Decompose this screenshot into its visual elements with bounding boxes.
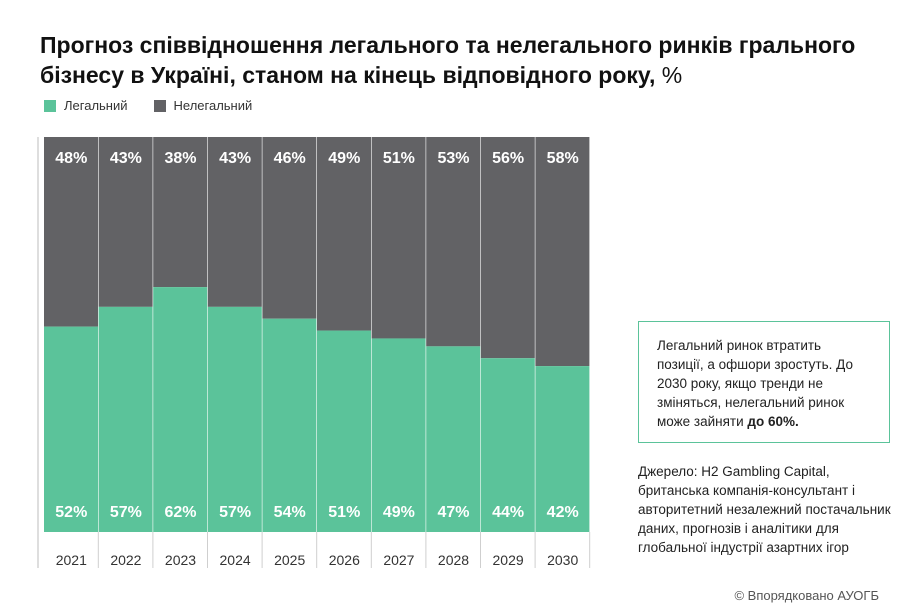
bar-legal-2023: [153, 287, 208, 532]
source-note: Джерело: H2 Gambling Capital, британська…: [638, 464, 891, 555]
x-tick-2026: 2026: [329, 552, 360, 568]
legend-label-legal: Легальний: [64, 98, 128, 113]
bar-illegal-2028: [426, 137, 481, 347]
callout-box: Легальний ринок втратить позиції, а офшо…: [638, 321, 890, 443]
bar-illegal-2023: [153, 137, 208, 288]
bar-legal-2025: [262, 318, 317, 532]
legend-label-illegal: Нелегальний: [173, 98, 253, 113]
chart-title-text: Прогноз співвідношення легального та нел…: [40, 32, 856, 88]
label-legal-2024: 57%: [219, 504, 251, 521]
x-tick-2029: 2029: [493, 552, 524, 568]
label-illegal-2025: 46%: [274, 150, 306, 167]
x-tick-2022: 2022: [110, 552, 141, 568]
x-tick-2023: 2023: [165, 552, 196, 568]
callout-text: Легальний ринок втратить позиції, а офшо…: [657, 338, 853, 429]
x-tick-2025: 2025: [274, 552, 305, 568]
bar-illegal-2024: [207, 137, 262, 307]
x-tick-2027: 2027: [383, 552, 414, 568]
footer-credit: © Впорядковано АУОГБ: [734, 588, 879, 603]
bar-illegal-2025: [262, 137, 317, 319]
bar-legal-2028: [426, 346, 481, 532]
label-illegal-2021: 48%: [55, 150, 87, 167]
label-illegal-2024: 43%: [219, 150, 251, 167]
legend-item-illegal: Нелегальний: [153, 98, 253, 113]
bar-legal-2030: [535, 366, 590, 532]
callout-bold: до 60%.: [747, 414, 799, 429]
label-illegal-2026: 49%: [328, 150, 360, 167]
bar-legal-2022: [98, 306, 153, 532]
label-legal-2025: 54%: [274, 504, 306, 521]
legend-swatch-legal: [44, 99, 56, 112]
bar-legal-2026: [317, 330, 371, 532]
label-illegal-2030: 58%: [547, 150, 579, 167]
label-legal-2021: 52%: [55, 504, 87, 521]
label-illegal-2027: 51%: [383, 150, 415, 167]
bar-legal-2024: [207, 306, 262, 532]
bar-illegal-2021: [44, 137, 98, 327]
bar-legal-2027: [371, 338, 426, 532]
label-illegal-2022: 43%: [110, 150, 142, 167]
bar-illegal-2030: [535, 137, 590, 367]
bar-illegal-2022: [98, 137, 153, 307]
x-tick-2028: 2028: [438, 552, 469, 568]
legend-swatch-illegal: [153, 99, 166, 112]
label-legal-2030: 42%: [547, 504, 579, 521]
label-legal-2028: 47%: [437, 504, 469, 521]
label-illegal-2023: 38%: [164, 150, 196, 167]
x-tick-2030: 2030: [547, 552, 578, 568]
bar-illegal-2029: [480, 137, 535, 359]
legend-item-legal: Легальний: [44, 98, 128, 113]
bar-illegal-2026: [317, 137, 371, 331]
bar-illegal-2027: [371, 137, 426, 339]
label-legal-2023: 62%: [164, 504, 196, 521]
label-legal-2026: 51%: [328, 504, 360, 521]
chart-title: Прогноз співвідношення легального та нел…: [40, 30, 880, 90]
label-illegal-2029: 56%: [492, 150, 524, 167]
legend: Легальний Нелегальний: [44, 98, 252, 113]
label-illegal-2028: 53%: [437, 150, 469, 167]
label-legal-2029: 44%: [492, 504, 524, 521]
x-tick-2024: 2024: [220, 552, 251, 568]
label-legal-2027: 49%: [383, 504, 415, 521]
x-tick-2021: 2021: [56, 552, 87, 568]
label-legal-2022: 57%: [110, 504, 142, 521]
bar-legal-2021: [44, 326, 98, 532]
bar-legal-2029: [480, 358, 535, 532]
chart-title-unit: %: [661, 62, 683, 88]
